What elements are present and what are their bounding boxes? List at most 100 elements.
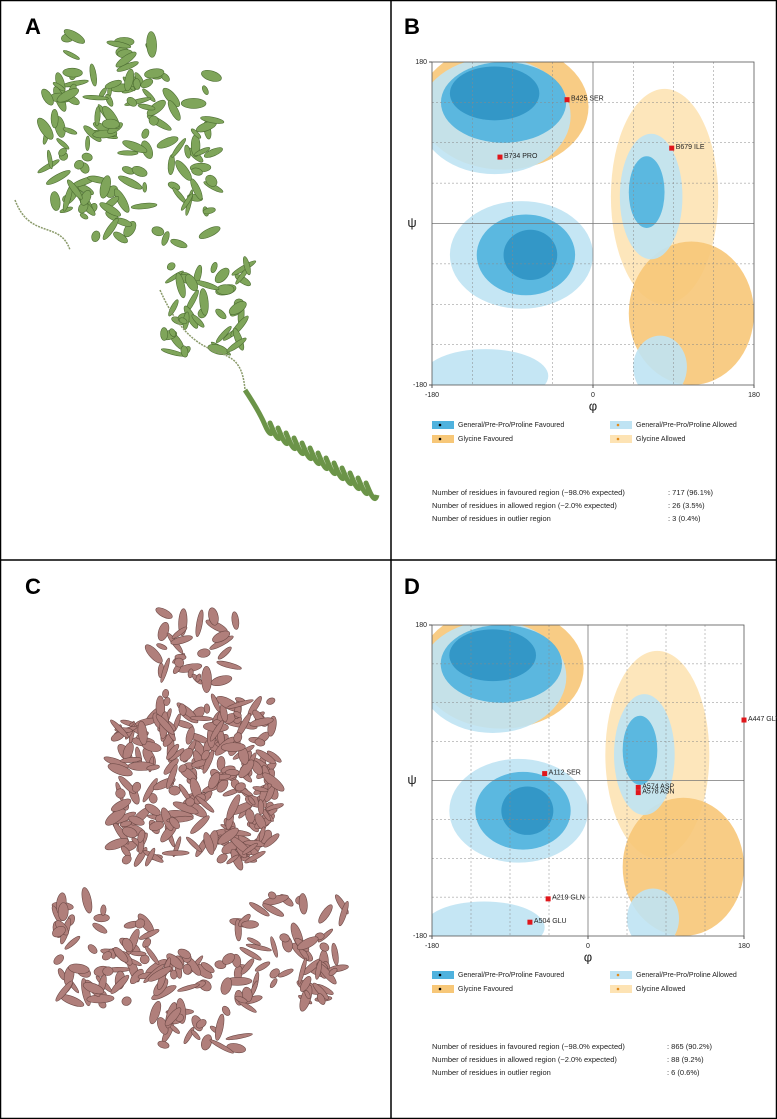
helix (160, 657, 170, 683)
x-tick-label: -180 (425, 943, 439, 950)
helix (142, 938, 152, 948)
helix (131, 165, 148, 177)
regions (432, 625, 744, 936)
helix (215, 308, 227, 320)
outlier-label: A112 SER (549, 769, 581, 776)
helix (92, 922, 108, 934)
helix (247, 796, 256, 806)
helix (184, 144, 191, 159)
helix (110, 719, 129, 739)
y-axis-label: ψ (407, 215, 416, 230)
helix (133, 78, 141, 90)
helix (106, 40, 132, 49)
helix (254, 961, 271, 972)
helix (197, 648, 211, 658)
panel-label: B (404, 14, 420, 39)
helix (146, 31, 157, 58)
helix (166, 764, 178, 790)
helix (222, 953, 235, 965)
helix (117, 150, 139, 156)
stat-label: Number of residues in favoured region (~… (432, 488, 625, 497)
region (432, 349, 549, 385)
panel-label: A (25, 14, 41, 39)
helix (120, 757, 143, 763)
helix (169, 817, 180, 829)
helix (212, 630, 231, 643)
helix (201, 69, 222, 82)
helix (81, 152, 93, 162)
helix (148, 115, 159, 126)
outlier-point (527, 919, 533, 925)
helix (203, 147, 223, 158)
helix (319, 942, 330, 952)
helix (202, 750, 215, 774)
helix (157, 1040, 170, 1049)
x-tick-label: 180 (738, 943, 750, 950)
legend-swatch (432, 971, 454, 979)
helix (249, 717, 274, 727)
stat-value: : 865 (90.2%) (667, 1042, 713, 1051)
region (501, 786, 554, 835)
legend-label: Glycine Allowed (636, 986, 686, 993)
helix (46, 170, 71, 185)
helix (262, 903, 285, 917)
helix (148, 793, 158, 804)
panel-label: D (404, 574, 420, 599)
helix (160, 327, 169, 341)
helix (144, 644, 163, 664)
helix (105, 93, 114, 107)
helix (145, 847, 156, 867)
helix (191, 167, 203, 176)
helix (220, 977, 233, 995)
legend-marker (616, 437, 620, 441)
helix (180, 345, 189, 358)
helix (231, 611, 240, 630)
legend-label: General/Pre-Pro/Proline Favoured (458, 422, 564, 429)
y-tick-label: -180 (413, 382, 427, 389)
helix (245, 808, 255, 824)
helix (164, 1007, 182, 1027)
legend-marker (616, 973, 620, 977)
helix (328, 967, 338, 976)
stat-label: Number of residues in favoured region (~… (432, 1042, 625, 1051)
helix (148, 821, 164, 831)
helix (239, 947, 262, 961)
helix (50, 109, 59, 129)
helix (167, 154, 175, 176)
helix (113, 231, 128, 244)
helix (142, 88, 156, 103)
plot-area: -180 0 180 -180 180 φ ψ B425 SER B734 PRO B679 IL… (407, 59, 760, 523)
helix (166, 743, 180, 760)
legend-label: General/Pre-Pro/Proline Allowed (636, 422, 737, 429)
helix (170, 969, 178, 980)
helix (135, 918, 146, 929)
helix (277, 968, 294, 978)
helix (175, 160, 192, 181)
helix (94, 106, 101, 127)
x-axis-label: φ (589, 398, 597, 413)
helix (257, 799, 265, 815)
helix (174, 657, 185, 668)
helix (240, 958, 255, 975)
outlier-label: A219 GLN (552, 895, 585, 902)
helix (86, 994, 115, 1004)
helix (201, 1034, 213, 1051)
helix (151, 226, 165, 237)
helix (185, 726, 195, 745)
helix (209, 720, 224, 742)
helix (105, 808, 126, 826)
stat-value: : 26 (3.5%) (668, 501, 705, 510)
helix (178, 703, 187, 716)
legend-swatch (610, 971, 632, 979)
outlier-label: A447 GLY (748, 716, 777, 723)
helix (191, 314, 205, 328)
loop (14, 199, 246, 391)
helix (169, 328, 177, 337)
x-tick-label: -180 (425, 392, 439, 399)
legend-marker (438, 437, 442, 441)
helix (146, 99, 166, 117)
helix (228, 301, 247, 315)
helix (140, 78, 154, 89)
helix (216, 853, 228, 864)
helix (238, 759, 255, 779)
